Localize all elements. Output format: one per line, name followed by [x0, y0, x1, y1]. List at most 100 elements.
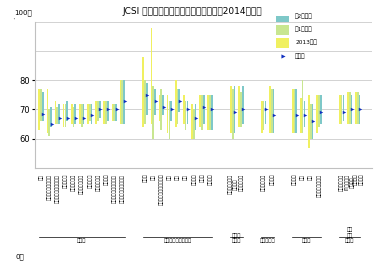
- Bar: [193, 109, 195, 139]
- Bar: [123, 80, 125, 124]
- Text: 旅行: 旅行: [151, 174, 156, 180]
- Text: 携帯電話: 携帯電話: [207, 174, 212, 185]
- Bar: [55, 101, 56, 124]
- Text: 家電量販店: 家電量販店: [63, 174, 68, 188]
- Bar: [300, 98, 302, 133]
- Bar: [310, 104, 311, 139]
- Bar: [71, 104, 73, 124]
- Text: 路線バス: 路線バス: [191, 174, 196, 185]
- Bar: [66, 101, 68, 121]
- Text: 証券: 証券: [308, 174, 313, 180]
- Text: テーマパーク・レジャー: テーマパーク・レジャー: [159, 174, 164, 205]
- Bar: [99, 101, 101, 118]
- Bar: [316, 95, 318, 133]
- Bar: [151, 28, 152, 124]
- Bar: [79, 104, 81, 124]
- Bar: [56, 107, 58, 124]
- Bar: [74, 104, 76, 124]
- Bar: [187, 101, 188, 124]
- Text: 生活支援系: 生活支援系: [260, 238, 275, 243]
- Text: 2013調査: 2013調査: [295, 40, 317, 46]
- Bar: [170, 101, 172, 121]
- Bar: [46, 89, 48, 133]
- Bar: [152, 86, 154, 139]
- Text: 第2回調査: 第2回調査: [295, 14, 313, 19]
- Text: 観光・飲食・交通系: 観光・飲食・交通系: [164, 238, 192, 243]
- Text: 良品専門店: 良品専門店: [87, 174, 92, 188]
- Text: ショッピングセンター: ショッピングセンター: [120, 174, 125, 202]
- Bar: [230, 86, 232, 133]
- Text: 生命保険: 生命保険: [269, 174, 274, 185]
- Bar: [146, 83, 148, 115]
- Bar: [159, 95, 161, 121]
- Bar: [58, 104, 60, 124]
- Bar: [211, 95, 213, 130]
- Bar: [292, 89, 293, 133]
- Text: 100点: 100点: [14, 9, 32, 16]
- Text: 宅配便: 宅配便: [199, 174, 204, 182]
- Bar: [95, 101, 97, 124]
- Bar: [73, 107, 74, 127]
- Text: 0点: 0点: [15, 253, 24, 260]
- Text: ホテル: ホテル: [142, 174, 147, 182]
- Bar: [161, 89, 162, 130]
- Text: スマートフォン
サービス: スマートフォン サービス: [227, 174, 238, 194]
- Bar: [115, 104, 117, 121]
- Bar: [87, 104, 89, 124]
- Text: 損害保険: 損害保険: [292, 174, 297, 185]
- Text: 中央値: 中央値: [295, 53, 306, 59]
- Bar: [347, 92, 349, 124]
- Bar: [83, 104, 84, 124]
- Bar: [38, 89, 40, 130]
- Text: サービスステーション: サービスステーション: [112, 174, 117, 202]
- Bar: [349, 92, 351, 124]
- Text: 社員食堂
運営管理: 社員食堂 運営管理: [353, 174, 363, 185]
- Bar: [318, 95, 320, 127]
- Bar: [97, 101, 99, 121]
- Bar: [242, 86, 243, 124]
- Bar: [357, 92, 359, 124]
- Bar: [63, 104, 65, 127]
- Bar: [302, 80, 303, 133]
- Bar: [209, 95, 211, 130]
- Text: 金融系: 金融系: [302, 238, 311, 243]
- Bar: [304, 101, 305, 127]
- Bar: [234, 86, 235, 133]
- Bar: [89, 104, 91, 121]
- Bar: [269, 86, 271, 133]
- Bar: [351, 95, 353, 124]
- Bar: [294, 89, 295, 133]
- Text: 衣料品専門店: 衣料品専門店: [71, 174, 76, 191]
- Bar: [167, 95, 169, 133]
- Bar: [65, 104, 66, 127]
- Bar: [201, 95, 203, 130]
- Bar: [48, 109, 50, 136]
- Text: JCSI 業種・業態別の顧客満足度分布（2014年度）: JCSI 業種・業態別の顧客満足度分布（2014年度）: [122, 7, 262, 16]
- Bar: [232, 89, 233, 139]
- Text: 設備: 設備: [38, 174, 43, 180]
- Text: コンビニエンスストア: コンビニエンスストア: [55, 174, 60, 202]
- Bar: [154, 89, 156, 115]
- Bar: [339, 95, 341, 124]
- Bar: [295, 89, 297, 133]
- Bar: [261, 101, 263, 133]
- Bar: [169, 101, 170, 139]
- Bar: [191, 104, 193, 139]
- Bar: [162, 95, 164, 115]
- Text: 小売系: 小売系: [77, 238, 86, 243]
- Bar: [113, 104, 115, 121]
- Text: 第1回調査: 第1回調査: [295, 27, 313, 32]
- Bar: [207, 95, 209, 130]
- Bar: [203, 95, 205, 124]
- Bar: [355, 92, 357, 124]
- Text: ITサービス
サポート: ITサービス サポート: [344, 174, 355, 190]
- Text: 法人
向け
その他: 法人 向け その他: [345, 227, 354, 243]
- Bar: [195, 104, 196, 130]
- Bar: [120, 80, 121, 124]
- Bar: [91, 104, 93, 124]
- Bar: [121, 80, 123, 124]
- Bar: [81, 104, 83, 127]
- Bar: [144, 80, 146, 124]
- Text: 通信販売: 通信販売: [104, 174, 109, 185]
- Bar: [179, 89, 180, 112]
